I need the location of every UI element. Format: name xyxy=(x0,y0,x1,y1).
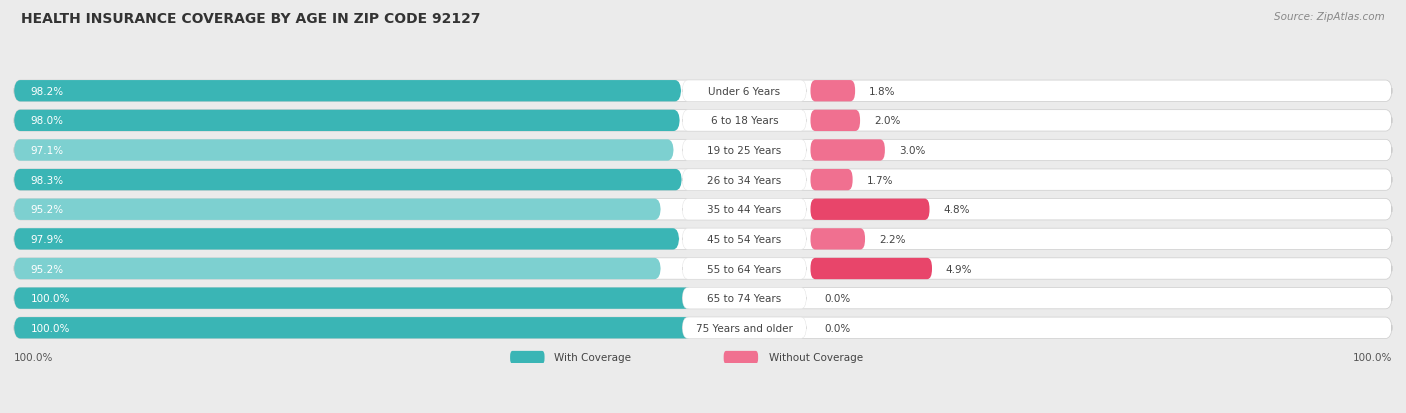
Text: 98.2%: 98.2% xyxy=(31,86,63,97)
FancyBboxPatch shape xyxy=(14,199,1392,221)
FancyBboxPatch shape xyxy=(14,229,1392,250)
Text: 97.1%: 97.1% xyxy=(31,146,63,156)
Text: 45 to 54 Years: 45 to 54 Years xyxy=(707,234,782,244)
Text: 100.0%: 100.0% xyxy=(14,353,53,363)
FancyBboxPatch shape xyxy=(14,170,1392,191)
FancyBboxPatch shape xyxy=(14,140,1392,161)
Text: 55 to 64 Years: 55 to 64 Years xyxy=(707,264,782,274)
FancyBboxPatch shape xyxy=(14,81,1392,102)
FancyBboxPatch shape xyxy=(810,199,929,221)
FancyBboxPatch shape xyxy=(682,140,807,161)
Text: 100.0%: 100.0% xyxy=(31,293,70,304)
Text: Without Coverage: Without Coverage xyxy=(769,353,863,363)
Text: 75 Years and older: 75 Years and older xyxy=(696,323,793,333)
FancyBboxPatch shape xyxy=(810,229,865,250)
Text: 95.2%: 95.2% xyxy=(31,205,63,215)
Text: HEALTH INSURANCE COVERAGE BY AGE IN ZIP CODE 92127: HEALTH INSURANCE COVERAGE BY AGE IN ZIP … xyxy=(21,12,481,26)
Text: 0.0%: 0.0% xyxy=(824,323,851,333)
FancyBboxPatch shape xyxy=(810,140,884,161)
FancyBboxPatch shape xyxy=(682,110,807,132)
FancyBboxPatch shape xyxy=(14,199,661,221)
FancyBboxPatch shape xyxy=(14,258,661,280)
FancyBboxPatch shape xyxy=(14,140,673,161)
FancyBboxPatch shape xyxy=(14,229,679,250)
FancyBboxPatch shape xyxy=(14,258,1392,280)
FancyBboxPatch shape xyxy=(14,317,693,339)
Text: 100.0%: 100.0% xyxy=(1353,353,1392,363)
Text: 65 to 74 Years: 65 to 74 Years xyxy=(707,293,782,304)
Text: With Coverage: With Coverage xyxy=(554,353,631,363)
FancyBboxPatch shape xyxy=(724,351,758,364)
Text: 1.7%: 1.7% xyxy=(866,175,893,185)
FancyBboxPatch shape xyxy=(810,110,860,132)
FancyBboxPatch shape xyxy=(14,81,681,102)
Text: 2.2%: 2.2% xyxy=(879,234,905,244)
FancyBboxPatch shape xyxy=(14,288,693,309)
FancyBboxPatch shape xyxy=(14,110,679,132)
Text: 6 to 18 Years: 6 to 18 Years xyxy=(710,116,778,126)
Text: 1.8%: 1.8% xyxy=(869,86,896,97)
Text: 4.9%: 4.9% xyxy=(946,264,973,274)
Text: 98.3%: 98.3% xyxy=(31,175,63,185)
Text: 26 to 34 Years: 26 to 34 Years xyxy=(707,175,782,185)
Text: Under 6 Years: Under 6 Years xyxy=(709,86,780,97)
FancyBboxPatch shape xyxy=(810,170,852,191)
Text: 97.9%: 97.9% xyxy=(31,234,63,244)
Text: Source: ZipAtlas.com: Source: ZipAtlas.com xyxy=(1274,12,1385,22)
FancyBboxPatch shape xyxy=(682,258,807,280)
FancyBboxPatch shape xyxy=(14,170,682,191)
FancyBboxPatch shape xyxy=(682,317,807,339)
FancyBboxPatch shape xyxy=(682,199,807,221)
Text: 19 to 25 Years: 19 to 25 Years xyxy=(707,146,782,156)
Text: 98.0%: 98.0% xyxy=(31,116,63,126)
FancyBboxPatch shape xyxy=(14,110,1392,132)
Text: 95.2%: 95.2% xyxy=(31,264,63,274)
Text: 35 to 44 Years: 35 to 44 Years xyxy=(707,205,782,215)
FancyBboxPatch shape xyxy=(682,288,807,309)
Text: 3.0%: 3.0% xyxy=(898,146,925,156)
FancyBboxPatch shape xyxy=(14,317,1392,339)
FancyBboxPatch shape xyxy=(682,81,807,102)
Text: 2.0%: 2.0% xyxy=(875,116,900,126)
Text: 4.8%: 4.8% xyxy=(943,205,970,215)
FancyBboxPatch shape xyxy=(682,170,807,191)
FancyBboxPatch shape xyxy=(810,81,855,102)
FancyBboxPatch shape xyxy=(14,288,1392,309)
FancyBboxPatch shape xyxy=(510,351,544,364)
FancyBboxPatch shape xyxy=(682,229,807,250)
Text: 100.0%: 100.0% xyxy=(31,323,70,333)
Text: 0.0%: 0.0% xyxy=(824,293,851,304)
FancyBboxPatch shape xyxy=(810,258,932,280)
